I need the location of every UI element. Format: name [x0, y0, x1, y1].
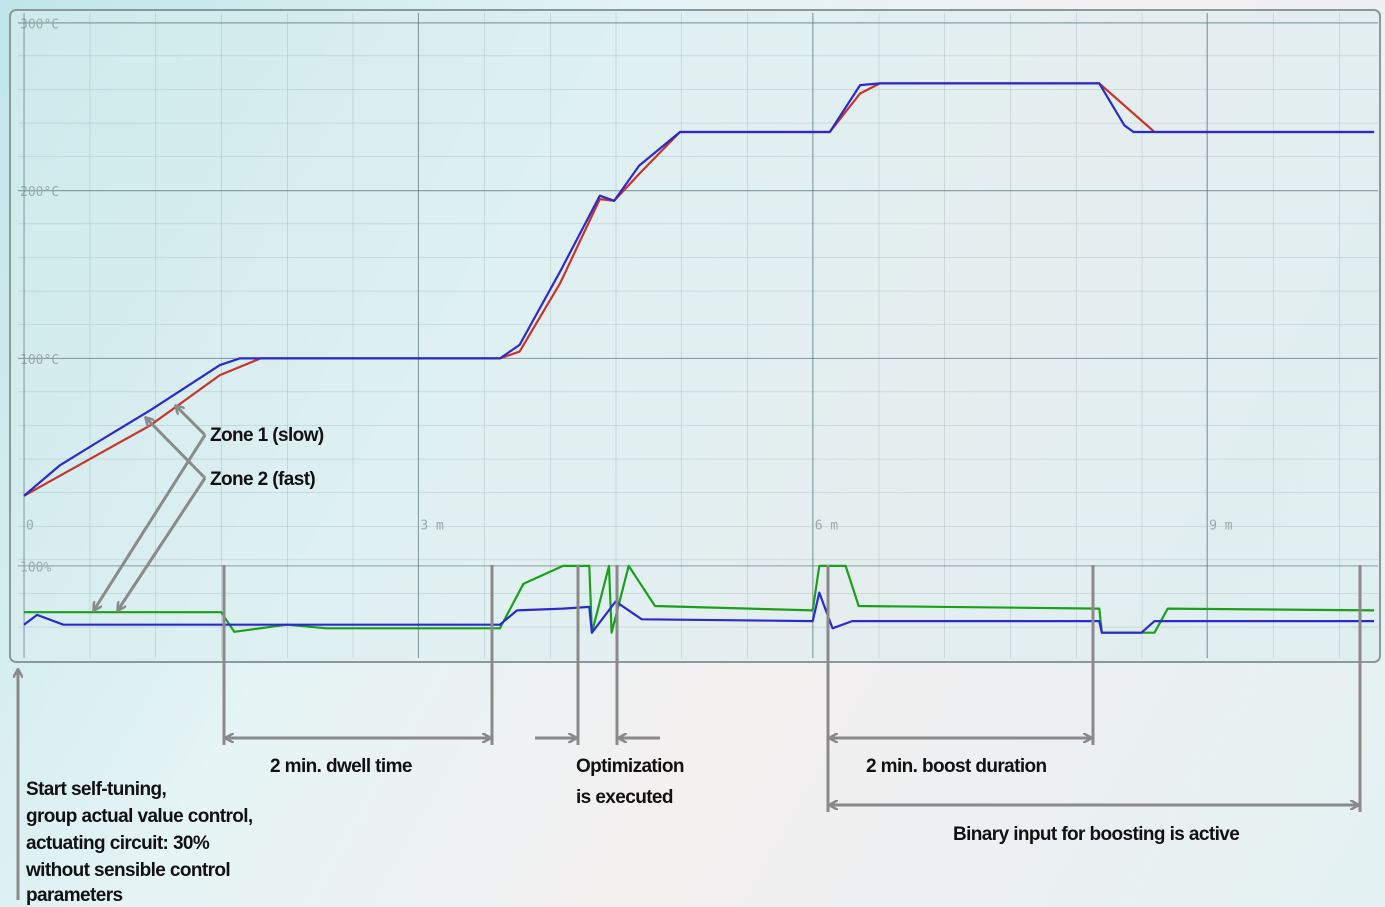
- annotation: 2 min. dwell time: [270, 756, 412, 777]
- chart: 100°C 200°C 300°C 0 3 m 6 m 9 m 100% Zone 1 (sl…: [0, 0, 1385, 907]
- minor-grid: [18, 13, 1378, 658]
- x-tick-label: 0: [26, 519, 34, 534]
- x-tick-label: 3 m: [420, 519, 444, 534]
- x-tick-label: 6 m: [815, 519, 839, 534]
- annotation: without sensible control: [25, 860, 230, 881]
- annotation: is executed: [576, 787, 673, 808]
- annotation: Start self-tuning,: [26, 779, 166, 800]
- y-tick-label: 100°C: [20, 353, 59, 368]
- annotation: Zone 1 (slow): [210, 425, 324, 446]
- annotation: parameters: [26, 885, 122, 906]
- y-tick-label: 200°C: [20, 185, 59, 200]
- annotation: 2 min. boost duration: [866, 756, 1047, 777]
- annotation: Zone 2 (fast): [210, 469, 315, 490]
- annotation: Binary input for boosting is active: [953, 824, 1239, 845]
- y-tick-label: 300°C: [20, 18, 59, 33]
- x-tick-label: 9 m: [1209, 519, 1233, 534]
- annotation: actuating circuit: 30%: [26, 833, 210, 854]
- annotation: Optimization: [576, 756, 684, 777]
- page: 100°C 200°C 300°C 0 3 m 6 m 9 m 100% Zone 1 (sl…: [0, 0, 1385, 907]
- y-tick-label: 100%: [20, 560, 51, 575]
- annotation: group actual value control,: [26, 806, 253, 827]
